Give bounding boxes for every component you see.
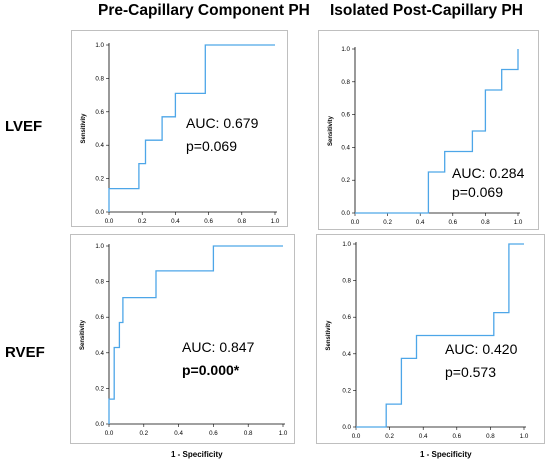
x-tick-label: 1.0 — [514, 219, 523, 226]
roc-panel-rvef-pre-capillary: 0.0 0.2 0.4 0.6 0.8 1.0 0.0 0.2 0.4 0.6 0.8 1.0 Sens… — [70, 234, 295, 444]
x-tick-label: 0.8 — [237, 218, 246, 225]
y-tick-label: 0.8 — [95, 279, 104, 286]
y-tick-label: 0.2 — [341, 177, 350, 184]
x-tick-label: 1.0 — [279, 430, 288, 437]
roc-panel-lvef-isolated-post-capillary: 0.0 0.2 0.4 0.6 0.8 1.0 0.0 0.2 0.4 0.6 0.8 1.0 Sens… — [318, 30, 539, 230]
y-tick-label: 0.2 — [342, 387, 351, 394]
y-tick-label: 0.8 — [342, 278, 351, 285]
x-tick-label: 0.0 — [351, 219, 360, 226]
y-tick-label: 1.0 — [95, 243, 104, 250]
x-tick-label: 0.8 — [486, 433, 495, 440]
y-tick-label: 0.8 — [341, 79, 350, 86]
auc-annotation: AUC: 0.847 — [182, 339, 255, 355]
y-tick-label: 0.6 — [95, 109, 104, 116]
y-tick-label: 0.0 — [95, 421, 104, 428]
x-tick-label: 0.6 — [204, 218, 213, 225]
roc-curve-line — [356, 243, 524, 428]
auc-annotation: AUC: 0.284 — [452, 165, 525, 181]
x-tick-label: 0.4 — [171, 218, 180, 225]
auc-annotation: AUC: 0.679 — [186, 115, 259, 131]
roc-panel-rvef-isolated-post-capillary: 0.0 0.2 0.4 0.6 0.8 1.0 0.0 0.2 0.4 0.6 0.8 1.0 Sens… — [316, 234, 545, 444]
y-tick-label: 0.0 — [341, 210, 350, 217]
x-tick-label: 1.0 — [520, 433, 529, 440]
x-tick-label: 0.0 — [352, 433, 361, 440]
x-tick-label: 0.6 — [448, 219, 457, 226]
row-label-rvef: RVEF — [5, 344, 45, 361]
x-tick-label: 0.2 — [385, 433, 394, 440]
y-axis-label: Sensitivity — [81, 113, 87, 144]
x-tick-label: 0.4 — [416, 219, 425, 226]
y-axis-label: Sensitivity — [326, 320, 332, 351]
y-tick-label: 1.0 — [95, 42, 104, 49]
x-axis-title-pre-capillary: 1 - Specificity — [171, 450, 223, 459]
y-tick-label: 0.4 — [342, 351, 351, 358]
y-tick-label: 0.6 — [342, 314, 351, 321]
roc-curve-line — [108, 44, 275, 212]
y-tick-label: 0.4 — [341, 144, 350, 151]
y-tick-label: 0.0 — [95, 209, 104, 216]
y-tick-label: 0.6 — [341, 112, 350, 119]
x-tick-label: 0.2 — [383, 219, 392, 226]
x-tick-label: 0.6 — [209, 430, 218, 437]
y-tick-label: 0.6 — [95, 314, 104, 321]
y-axis-label: Sensitivity — [80, 319, 86, 350]
x-axis-title-isolated-post-capillary: 1 - Specificity — [420, 450, 472, 459]
y-tick-label: 0.4 — [95, 350, 104, 357]
y-tick-label: 0.4 — [95, 142, 104, 149]
x-tick-label: 0.0 — [105, 218, 114, 225]
y-tick-label: 1.0 — [341, 46, 350, 53]
y-tick-label: 0.2 — [95, 385, 104, 392]
p-value-annotation: p=0.069 — [452, 184, 503, 200]
y-axis-label: Sensitivity — [328, 115, 334, 146]
x-tick-label: 0.4 — [419, 433, 428, 440]
column-title-pre-capillary: Pre-Capillary Component PH — [98, 2, 310, 19]
p-value-annotation: p=0.069 — [186, 138, 237, 154]
x-tick-label: 0.2 — [138, 218, 147, 225]
y-tick-label: 1.0 — [342, 241, 351, 248]
row-label-lvef: LVEF — [5, 118, 43, 135]
x-tick-label: 0.0 — [105, 430, 114, 437]
p-value-annotation: p=0.000* — [182, 362, 240, 378]
x-tick-label: 0.8 — [481, 219, 490, 226]
p-value-annotation: p=0.573 — [445, 364, 496, 380]
roc-panel-lvef-pre-capillary: 0.0 0.2 0.4 0.6 0.8 1.0 0.0 0.2 0.4 0.6 0.8 1.0 Sens… — [71, 30, 288, 227]
y-tick-label: 0.8 — [95, 75, 104, 82]
x-tick-label: 0.2 — [139, 430, 148, 437]
x-tick-label: 0.6 — [452, 433, 461, 440]
column-title-isolated-post-capillary: Isolated Post-Capillary PH — [330, 2, 523, 19]
x-tick-label: 1.0 — [271, 218, 280, 225]
x-tick-label: 0.8 — [244, 430, 253, 437]
auc-annotation: AUC: 0.420 — [445, 341, 518, 357]
roc-curve-line — [108, 245, 283, 424]
roc-curve-line — [355, 49, 519, 214]
x-tick-label: 0.4 — [174, 430, 183, 437]
y-tick-label: 0.2 — [95, 176, 104, 183]
y-tick-label: 0.0 — [342, 424, 351, 431]
